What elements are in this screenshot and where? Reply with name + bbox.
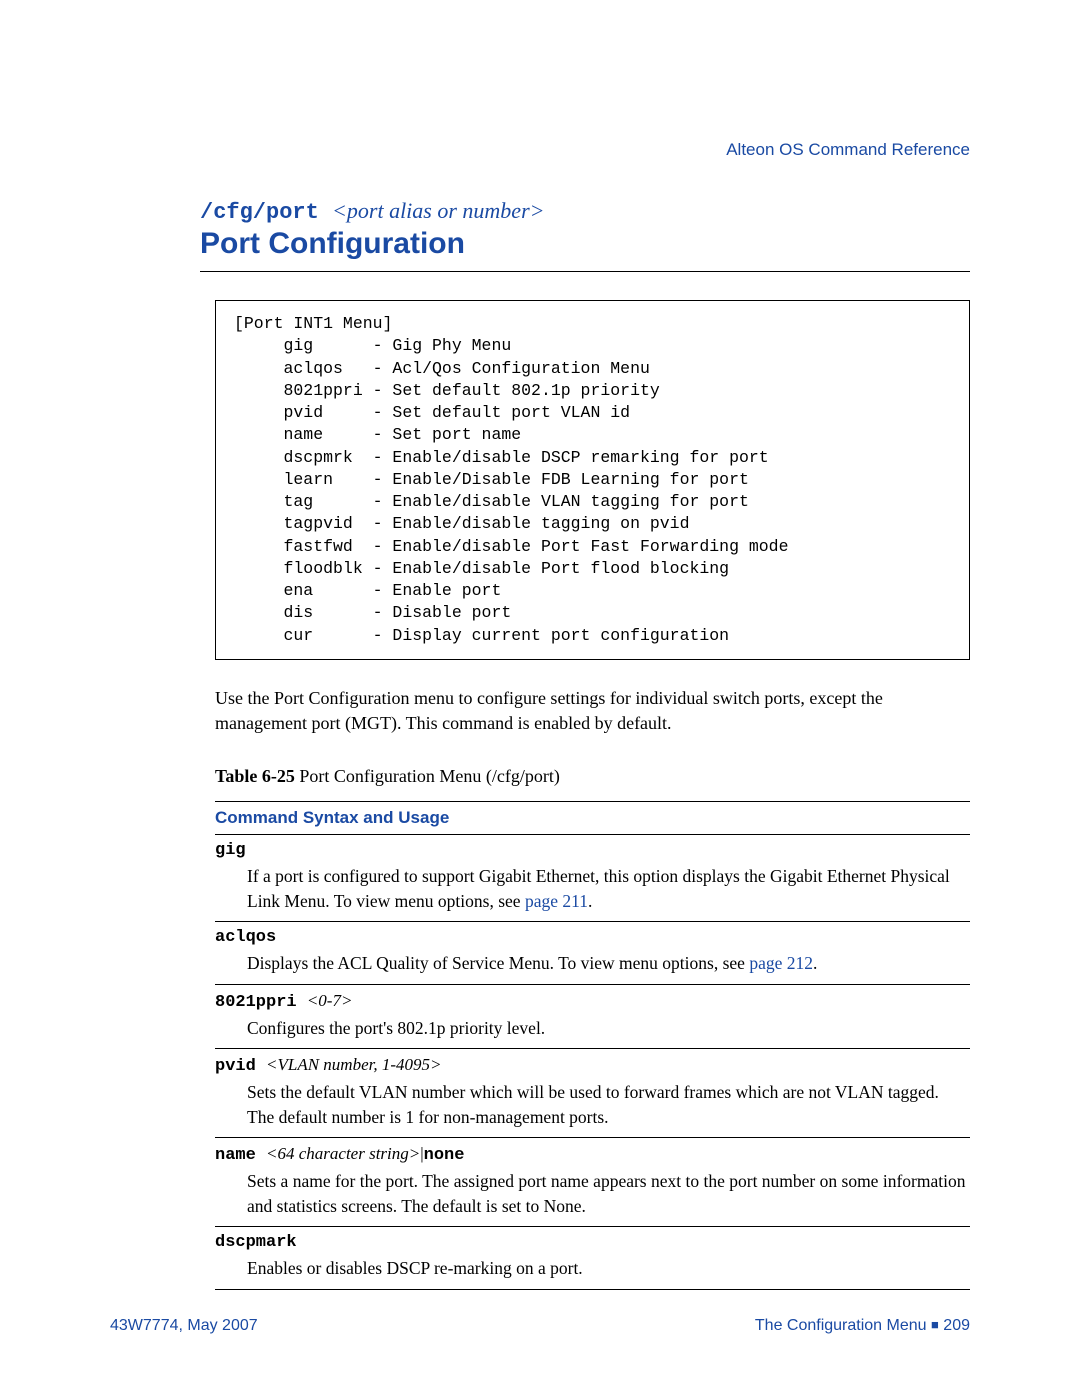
syntax-row: pvid <VLAN number, 1-4095> Sets the defau…: [215, 1049, 970, 1129]
page-footer: 43W7774, May 2007 The Configuration Menu…: [110, 1317, 970, 1335]
syntax-command: pvid <VLAN number, 1-4095>: [215, 1055, 970, 1076]
command-path-param: <port alias or number>: [332, 198, 544, 223]
page-link[interactable]: page 212: [749, 953, 813, 973]
command-alt: none: [424, 1146, 465, 1165]
running-header: Alteon OS Command Reference: [726, 140, 970, 160]
syntax-command: dscpmark: [215, 1233, 970, 1252]
table-rule: [215, 1289, 970, 1290]
title-rule: [200, 271, 970, 272]
syntax-row: gigIf a port is configured to support Gi…: [215, 835, 970, 913]
command-path: /cfg/port <port alias or number>: [200, 198, 970, 225]
syntax-row: name <64 character string>|none Sets a na…: [215, 1138, 970, 1218]
table-caption-text: Port Configuration Menu (/cfg/port): [295, 766, 560, 786]
command-name: dscpmark: [215, 1233, 297, 1252]
command-param: <64 character string>: [266, 1144, 420, 1163]
document-page: Alteon OS Command Reference /cfg/port <p…: [0, 0, 1080, 1397]
page-title: Port Configuration: [200, 227, 970, 261]
syntax-command: name <64 character string>|none: [215, 1144, 970, 1165]
command-name: name: [215, 1146, 266, 1165]
title-block: /cfg/port <port alias or number> Port Co…: [200, 198, 970, 272]
table-caption: Table 6-25 Port Configuration Menu (/cfg…: [215, 766, 970, 787]
footer-left: 43W7774, May 2007: [110, 1317, 258, 1335]
command-name: aclqos: [215, 928, 276, 947]
command-description: Configures the port's 802.1p priority le…: [247, 1016, 970, 1041]
syntax-row: 8021ppri <0-7> Configures the port's 802.…: [215, 985, 970, 1041]
command-description: Displays the ACL Quality of Service Menu…: [247, 951, 970, 976]
syntax-row: dscpmark Enables or disables DSCP re-mark…: [215, 1227, 970, 1281]
square-bullet-icon: ■: [931, 1317, 939, 1332]
syntax-row: aclqos Displays the ACL Quality of Servic…: [215, 922, 970, 976]
syntax-command: gig: [215, 841, 970, 860]
command-description: Sets the default VLAN number which will …: [247, 1080, 970, 1129]
command-name: gig: [215, 841, 246, 860]
command-name: pvid: [215, 1057, 266, 1076]
command-syntax-table: Command Syntax and Usage gigIf a port is…: [215, 801, 970, 1290]
command-description: If a port is configured to support Gigab…: [247, 864, 970, 913]
footer-right: The Configuration Menu ■ 209: [755, 1317, 970, 1335]
command-param: <0-7>: [307, 991, 353, 1010]
syntax-header: Command Syntax and Usage: [215, 802, 970, 834]
command-name: 8021ppri: [215, 993, 307, 1012]
command-param: <VLAN number, 1-4095>: [266, 1055, 441, 1074]
command-path-cmd: /cfg/port: [200, 200, 332, 225]
command-description: Enables or disables DSCP re-marking on a…: [247, 1256, 970, 1281]
page-link[interactable]: page 211: [525, 891, 588, 911]
command-description: Sets a name for the port. The assigned p…: [247, 1169, 970, 1218]
menu-listing: [Port INT1 Menu] gig - Gig Phy Menu aclq…: [215, 300, 970, 660]
table-label: Table 6-25: [215, 766, 295, 786]
syntax-command: aclqos: [215, 928, 970, 947]
syntax-command: 8021ppri <0-7>: [215, 991, 970, 1012]
body-paragraph: Use the Port Configuration menu to confi…: [215, 686, 970, 736]
